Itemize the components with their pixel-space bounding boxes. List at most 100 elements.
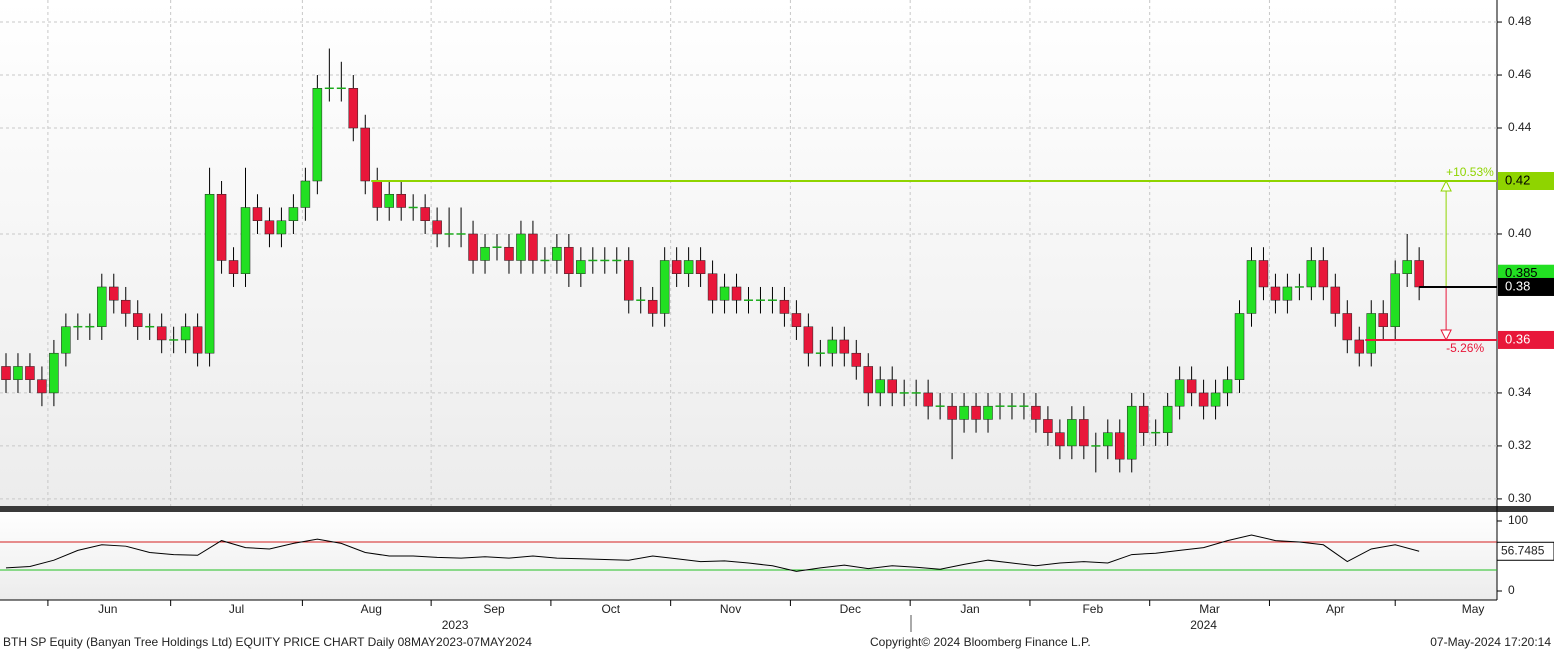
candle-body (731, 286, 742, 301)
y-tick-label: 0.32 (1508, 438, 1532, 452)
candle-body (1115, 432, 1125, 460)
candle-body (779, 299, 790, 314)
candle-body (348, 88, 359, 129)
candle-body (1390, 273, 1400, 327)
change-label: +10.53% (1446, 165, 1494, 179)
candle-body (468, 233, 478, 261)
candle-body (264, 220, 275, 235)
candle-body (1174, 379, 1185, 407)
y-tick-label: 100 (1508, 513, 1528, 527)
candle-body (971, 405, 981, 420)
candle-body (1342, 313, 1353, 341)
year-label: 2023 (442, 618, 469, 632)
y-tick-label: 0.44 (1508, 120, 1532, 134)
candle-body (1330, 286, 1341, 314)
candle-body (1378, 313, 1388, 327)
rsi-tag-label: 56.7485 (1501, 543, 1545, 557)
candle-body (384, 193, 394, 208)
candle-body (803, 326, 814, 354)
candle-body (1246, 260, 1257, 314)
x-tick-label: Jan (960, 602, 979, 616)
y-tick-label: 0.34 (1508, 385, 1532, 399)
x-tick-label: Nov (720, 602, 741, 616)
x-tick-label: May (1462, 602, 1485, 616)
candle-body (432, 220, 442, 235)
candle-body (180, 326, 191, 341)
candle-body (228, 260, 239, 274)
change-label: -5.26% (1446, 341, 1484, 355)
timestamp: 07-May-2024 17:20:14 (1430, 635, 1551, 649)
rsi-line (5, 534, 1420, 572)
candle-body (132, 313, 143, 327)
x-tick-label: Aug (361, 602, 382, 616)
candle-body (683, 260, 694, 274)
candle-body (156, 326, 167, 341)
candle-body (37, 379, 47, 394)
candle-body (851, 352, 862, 367)
candle-body (1198, 392, 1209, 407)
candle-body (97, 286, 107, 327)
candle-body (983, 405, 993, 420)
candle-body (1043, 419, 1053, 433)
candle-body (552, 246, 562, 261)
candle-body (707, 273, 718, 301)
candle-body (504, 246, 514, 261)
candle-body (863, 366, 874, 394)
candle-body (623, 260, 634, 301)
x-tick-label: Oct (601, 602, 620, 616)
candle-body (1186, 379, 1197, 394)
candle-body (1079, 419, 1089, 447)
y-tick-label: 0.30 (1508, 491, 1532, 505)
candle-body (671, 260, 682, 274)
candle-body (1258, 260, 1269, 288)
price-tag-label: 0.385 (1505, 265, 1538, 280)
candle-body (312, 88, 323, 182)
candle-body (1055, 432, 1065, 447)
candle-body (1366, 313, 1377, 354)
rsi-tag (1496, 541, 1554, 561)
x-tick-label: Dec (840, 602, 861, 616)
x-tick-label: Feb (1082, 602, 1103, 616)
candle-body (719, 286, 730, 301)
candle-body (959, 405, 969, 420)
candle-body (1270, 286, 1281, 301)
y-tick-label: 0.46 (1508, 67, 1532, 81)
footer-title: BTH SP Equity (Banyan Tree Holdings Ltd)… (3, 635, 532, 649)
candle-body (288, 207, 299, 221)
x-tick-label: Mar (1199, 602, 1220, 616)
candle-body (1414, 260, 1424, 288)
candle-body (1210, 392, 1221, 407)
candle-body (25, 366, 35, 380)
candle-body (240, 207, 251, 274)
arrow-head (1440, 179, 1452, 192)
x-tick-label: Jul (229, 602, 244, 616)
panel-divider (0, 506, 1554, 512)
candle-body (528, 233, 538, 261)
candle-body (1234, 313, 1245, 380)
candle-body (887, 379, 897, 394)
candle-body (516, 233, 526, 261)
candle-body (1318, 260, 1329, 288)
copyright: Copyright© 2024 Bloomberg Finance L.P. (870, 635, 1091, 649)
rsi-panel (0, 512, 1497, 600)
candle-body (1162, 405, 1173, 433)
x-tick-label: Jun (98, 602, 117, 616)
candle-body (216, 193, 227, 261)
candle-body (396, 193, 406, 208)
price-tag-label: 0.42 (1505, 172, 1530, 187)
price-tag (1498, 277, 1554, 296)
candle-body (647, 299, 658, 314)
candle-body (252, 207, 263, 221)
candle-body (49, 352, 59, 394)
price-tag-label: 0.36 (1505, 331, 1530, 346)
candle-body (827, 339, 838, 354)
candle-body (1306, 260, 1317, 288)
candle-body (420, 207, 430, 221)
candle-body (695, 260, 706, 274)
x-tick-label: Sep (483, 602, 505, 616)
candle-body (839, 339, 850, 354)
y-tick-label: 0.40 (1508, 226, 1532, 240)
candle-body (61, 326, 71, 354)
candle-body (1138, 405, 1149, 433)
